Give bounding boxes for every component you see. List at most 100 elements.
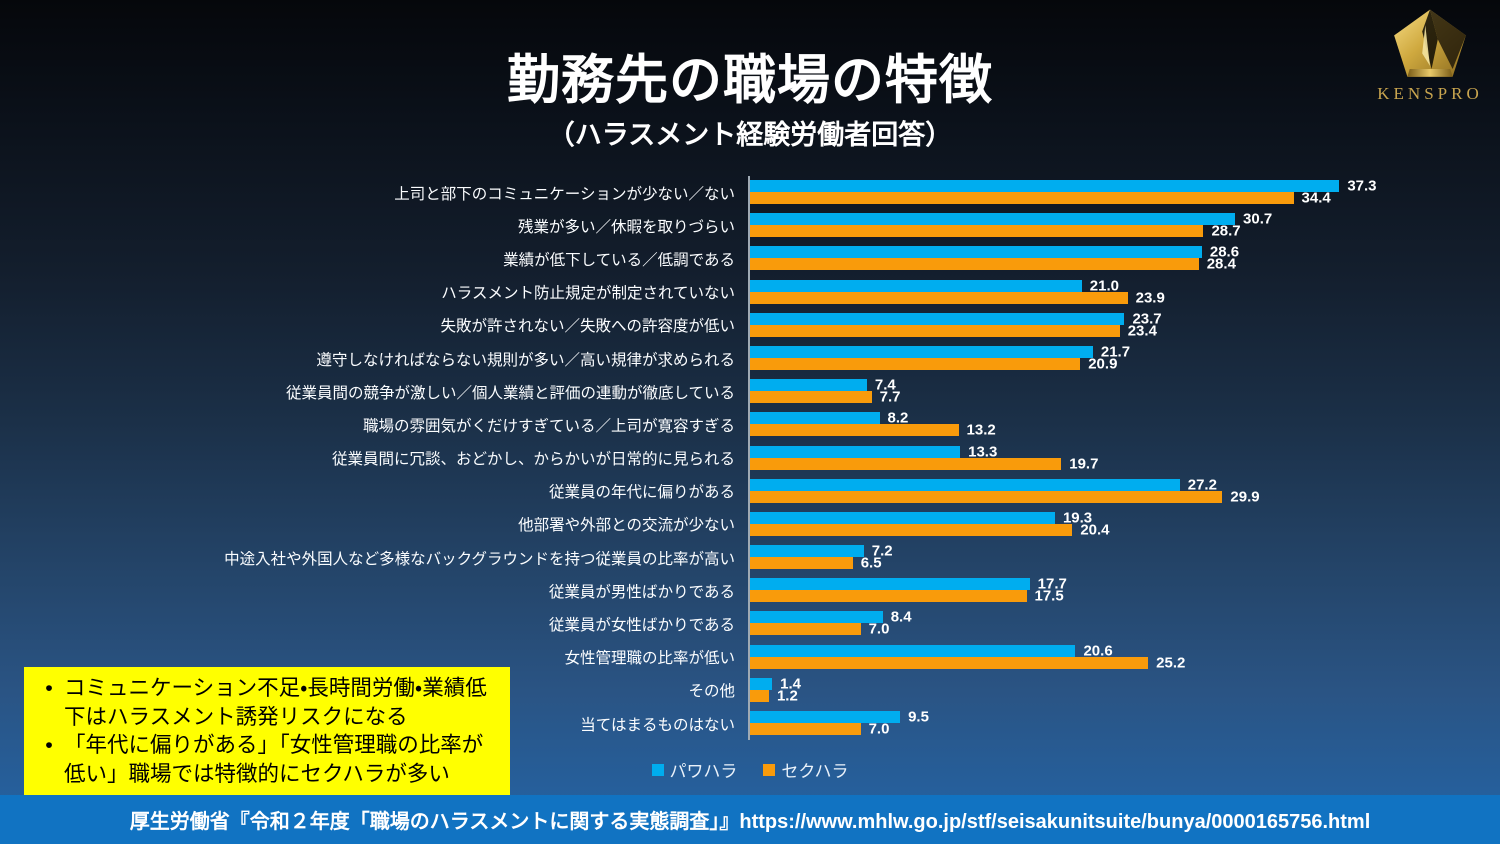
category-label: 業績が低下している／低調である (503, 251, 735, 269)
bars-cell: 7.2 6.5 (748, 541, 1382, 575)
chart-row: 従業員間の競争が激しい／個人業績と評価の連動が徹底している 7.4 7.7 (0, 375, 1382, 409)
page-subtitle: （ハラスメント経験労働者回答） (547, 120, 953, 150)
value-label: 6.5 (860, 554, 882, 572)
bar-chart: 上司と部下のコミュニケーションが少ない／ない 37.3 34.4 残業が多い／休暇を取… (0, 176, 1382, 741)
value-label: 23.9 (1135, 289, 1165, 307)
sekuhara-bar (750, 723, 861, 735)
chart-row: 従業員の年代に偏りがある 27.2 29.9 (0, 474, 1382, 508)
value-label: 13.2 (966, 421, 996, 439)
value-label: 23.7 (1132, 310, 1162, 328)
pawahara-swatch-icon (651, 763, 664, 776)
value-label: 19.3 (1062, 509, 1093, 527)
legend-label-sekuhara: セクハラ (781, 762, 849, 781)
category-label: 従業員間に冗談、おどかし、からかいが日常的に見られる (331, 451, 735, 469)
chart-legend: パワハラ セクハラ (0, 757, 1500, 782)
value-label: 8.4 (890, 608, 912, 626)
sekuhara-bar (750, 656, 1149, 669)
bars-cell: 23.7 23.4 (748, 308, 1382, 342)
value-label: 21.0 (1089, 277, 1119, 295)
annotation-text: コミュニケーション不足・長時間労働・業績低下はハラスメント誘発リスクになる (64, 676, 487, 729)
value-label: 21.7 (1100, 343, 1131, 361)
sekuhara-bar (750, 391, 872, 404)
pawahara-bar (750, 578, 1030, 591)
category-label: 従業員が女性ばかりである (548, 617, 735, 635)
category-label-cell: 失敗が許されない／失敗への許容度が低い (0, 309, 748, 342)
pawahara-bar (750, 345, 1093, 358)
bars-cell: 21.0 23.9 (748, 275, 1382, 309)
page-title: 勤務先の職場の特徴 (507, 51, 993, 110)
category-label-cell: 当てはまるものはない (0, 707, 748, 740)
pawahara-bar (750, 180, 1340, 192)
value-label: 1.2 (776, 687, 798, 705)
value-label: 9.5 (908, 708, 929, 726)
value-label: 34.4 (1301, 189, 1331, 207)
category-label: 失敗が許されない／失敗への許容度が低い (440, 318, 735, 336)
value-label: 7.2 (871, 542, 893, 560)
sekuhara-bar (750, 424, 959, 437)
value-label: 25.2 (1156, 654, 1186, 672)
annotation-bullet: • コミュニケーション不足・長時間労働・業績低下はハラスメント誘発リスクになる (34, 674, 498, 731)
sekuhara-bar (750, 225, 1204, 238)
pawahara-bar (750, 611, 883, 624)
category-label-cell: ハラスメント防止規定が制定されていない (0, 276, 748, 309)
value-label: 7.0 (868, 620, 890, 638)
sekuhara-bar (750, 689, 769, 702)
chart-row: 上司と部下のコミュニケーションが少ない／ない 37.3 34.4 (0, 176, 1382, 210)
pawahara-bar (750, 279, 1082, 292)
category-label: その他 (688, 683, 735, 701)
pawahara-bar (750, 445, 961, 458)
bars-cell: 7.4 7.7 (748, 375, 1382, 409)
category-label: ハラスメント防止規定が制定されていない (441, 285, 735, 303)
chart-row: ハラスメント防止規定が制定されていない 21.0 23.9 (0, 275, 1382, 309)
value-label: 28.4 (1206, 255, 1236, 273)
value-label: 27.2 (1187, 476, 1217, 494)
category-label: 従業員間の競争が激しい／個人業績と評価の連動が徹底している (285, 384, 735, 402)
category-label-cell: 残業が多い／休暇を取りづらい (0, 209, 748, 242)
brand-text: KENSPRO (1377, 84, 1483, 103)
value-label: 30.7 (1243, 210, 1273, 228)
pawahara-bar (750, 511, 1055, 524)
source-citation: 厚生労働省『令和２年度「職場のハラスメントに関する実態調査」』https://w… (129, 811, 1371, 833)
legend-item-pawahara: パワハラ (651, 757, 737, 782)
category-label-cell: その他 (0, 674, 748, 707)
sekuhara-bar (750, 324, 1120, 337)
category-label-cell: 従業員が女性ばかりである (0, 607, 748, 640)
value-label: 7.7 (879, 388, 901, 406)
annotation-box: • コミュニケーション不足・長時間労働・業績低下はハラスメント誘発リスクになる … (24, 667, 510, 797)
bars-cell: 28.6 28.4 (748, 242, 1382, 276)
pawahara-bar (750, 545, 864, 558)
category-label: 中途入社や外国人など多様なバックグラウンドを持つ従業員の比率が高い (224, 550, 735, 568)
value-label: 28.6 (1209, 243, 1240, 261)
pawahara-bar (750, 644, 1076, 657)
footer-bar: 厚生労働省『令和２年度「職場のハラスメントに関する実態調査」』https://w… (0, 795, 1500, 844)
chart-row: 当てはまるものはない 9.5 7.0 (0, 707, 1382, 741)
bars-cell: 9.5 7.0 (748, 707, 1382, 741)
annotation-bullet: • 「年代に偏りがある」「女性管理職の比率が低い」職場では特徴的にセクハラが多い (34, 731, 498, 788)
value-label: 13.3 (968, 443, 998, 460)
value-label: 28.7 (1211, 222, 1241, 240)
chart-row: 業績が低下している／低調である 28.6 28.4 (0, 242, 1382, 276)
chart-row: 職場の雰囲気がくだけすぎている／上司が寛容すぎる 8.2 13.2 (0, 408, 1382, 442)
sekuhara-bar (750, 291, 1128, 304)
sekuhara-swatch-icon (763, 763, 776, 776)
pawahara-bar (750, 478, 1180, 491)
category-label: 上司と部下のコミュニケーションが少ない／ない (394, 185, 735, 203)
pawahara-bar (750, 677, 773, 690)
chart-row: 他部署や外部との交流が少ない 19.3 20.4 (0, 507, 1382, 542)
pawahara-bar (750, 711, 901, 723)
value-label: 17.5 (1034, 587, 1064, 605)
bars-cell: 8.2 13.2 (748, 408, 1382, 442)
category-label: 女性管理職の比率が低い (564, 650, 735, 668)
value-label: 17.7 (1037, 575, 1067, 593)
category-label-cell: 従業員の年代に偏りがある (0, 475, 748, 508)
bars-cell: 20.6 25.2 (748, 640, 1382, 674)
category-label-cell: 中途入社や外国人など多様なバックグラウンドを持つ従業員の比率が高い (0, 541, 748, 574)
category-label-cell: 遵守しなければならない規則が多い／高い規律が求められる (0, 342, 748, 375)
pawahara-bar (750, 246, 1202, 259)
category-label-cell: 他部署や外部との交流が少ない (0, 508, 748, 541)
sekuhara-bar (750, 557, 853, 570)
value-label: 1.4 (780, 675, 801, 693)
category-label: 職場の雰囲気がくだけすぎている／上司が寛容すぎる (362, 417, 735, 435)
sekuhara-bar (750, 457, 1062, 470)
category-label-cell: 従業員間に冗談、おどかし、からかいが日常的に見られる (0, 442, 748, 475)
